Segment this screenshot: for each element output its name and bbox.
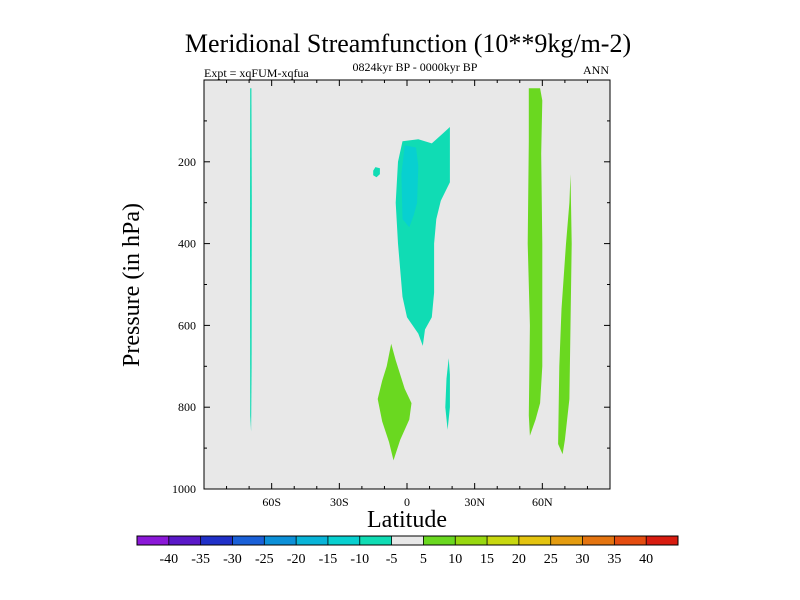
x-tick-label: 60S [262,495,281,509]
y-tick-label: 1000 [172,482,196,496]
colorbar-swatch [359,536,392,545]
contour-vertical-band-72n [558,174,572,455]
colorbar-label: 20 [512,552,526,567]
colorbar-label: 25 [544,552,558,567]
colorbar: -40 -35 -30 -25 -20 -15 -10 -5 5 10 15 20 25 30 35 40 [136,535,679,567]
x-tick-label: 0 [404,495,410,509]
colorbar-swatch [296,536,329,545]
colorbar-label: -20 [287,552,306,567]
colorbar-label: 5 [420,552,427,567]
colorbar-label: 10 [448,552,462,567]
colorbar-swatch [264,536,297,545]
x-axis-title: Latitude [367,507,447,533]
colorbar-swatch [200,536,233,545]
chart-title: Meridional Streamfunction (10**9kg/m-2) [185,29,631,58]
colorbar-swatch [646,536,679,545]
y-tick-label: 200 [178,155,196,169]
colorbar-swatch [487,536,520,545]
axis-ticks: 60S 30S 0 30N 60N 200 400 600 800 1000 [172,80,610,509]
colorbar-swatch [518,536,551,545]
contour-vertical-band-57n [527,88,543,436]
colorbar-label: 40 [639,552,653,567]
colorbar-label: -10 [350,552,369,567]
colorbar-label: 15 [480,552,494,567]
colorbar-swatch [168,536,201,545]
colorbar-swatch [455,536,488,545]
colorbar-label: -40 [159,552,178,567]
contour-equatorial-cell-inner [401,145,419,228]
colorbar-label: -30 [223,552,242,567]
subtitle-right: ANN [583,63,609,77]
colorbar-label: -35 [191,552,210,567]
contour-lower-cell-5s [377,343,412,461]
colorbar-frame [136,535,679,546]
colorbar-swatch [582,536,615,545]
colorbar-swatch [137,536,170,545]
x-tick-label: 60N [532,495,553,509]
colorbar-swatch [391,536,424,545]
colorbar-label: 35 [607,552,621,567]
x-tick-label: 30S [330,495,349,509]
colorbar-label: 30 [576,552,590,567]
subtitle-left: Expt = xqFUM-xqfua [204,66,309,80]
x-tick-label: 30N [464,495,485,509]
colorbar-swatch [327,536,361,545]
y-tick-label: 400 [178,237,196,251]
colorbar-swatch [232,536,265,545]
colorbar-label: -5 [386,552,398,567]
contour-regions [250,88,572,461]
colorbar-label: -25 [255,552,274,567]
y-axis-title: Pressure (in hPa) [119,203,145,367]
subtitle-center: 0824kyr BP - 0000kyr BP [353,60,478,74]
y-tick-label: 800 [178,400,196,414]
colorbar-label: -15 [319,552,338,567]
contour-small-blob-15s [373,167,380,178]
contour-thin-band-60s [250,88,252,432]
contour-lower-band-18n [445,358,450,430]
colorbar-swatch [423,536,456,545]
colorbar-swatch [614,536,647,545]
colorbar-swatch [550,536,583,545]
y-tick-label: 600 [178,318,196,332]
